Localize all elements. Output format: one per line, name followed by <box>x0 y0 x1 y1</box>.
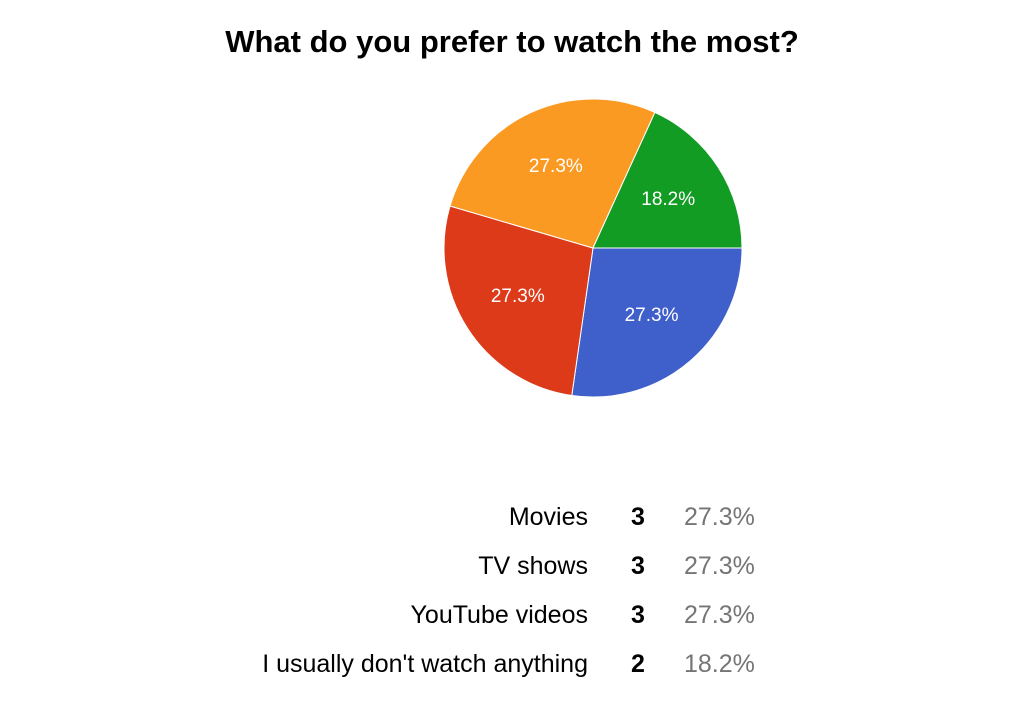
summary-row-count: 3 <box>631 503 645 531</box>
summary-row-label: TV shows <box>478 552 588 580</box>
summary-row-no-watch: I usually don't watch anything 2 18.2% <box>0 644 1024 684</box>
pie-slice-label: 18.2% <box>641 189 695 210</box>
summary-row-count: 3 <box>631 552 645 580</box>
pie-slice-youtube-videos <box>449 98 656 249</box>
pie-slice-label: 27.3% <box>529 156 583 177</box>
summary-row-count: 3 <box>631 601 645 629</box>
summary-row-count: 2 <box>631 650 645 678</box>
summary-row-movies: Movies 3 27.3% <box>0 497 1024 537</box>
pie-slice-i-usually-don-t-watch-anything <box>592 111 743 249</box>
summary-row-percent: 27.3% <box>684 601 755 629</box>
pie-slices <box>443 98 743 398</box>
summary-row-percent: 27.3% <box>684 552 755 580</box>
pie-slice-label: 27.3% <box>625 305 679 326</box>
summary-row-tv-shows: TV shows 3 27.3% <box>0 546 1024 586</box>
chart-title: What do you prefer to watch the most? <box>225 24 799 59</box>
pie-slice-labels: 27.3% 27.3% 27.3% 18.2% <box>491 156 695 326</box>
summary-row-label: Movies <box>508 503 588 531</box>
pie-slice-movies <box>571 247 743 398</box>
summary-row-youtube-videos: YouTube videos 3 27.3% <box>0 595 1024 635</box>
summary-row-label: I usually don't watch anything <box>262 650 588 678</box>
summary-row-label: YouTube videos <box>410 601 588 629</box>
summary-row-percent: 27.3% <box>684 503 755 531</box>
summary-row-percent: 18.2% <box>684 650 755 678</box>
pie-slice-tv-shows <box>443 205 594 397</box>
pie-slice-label: 27.3% <box>491 286 545 307</box>
